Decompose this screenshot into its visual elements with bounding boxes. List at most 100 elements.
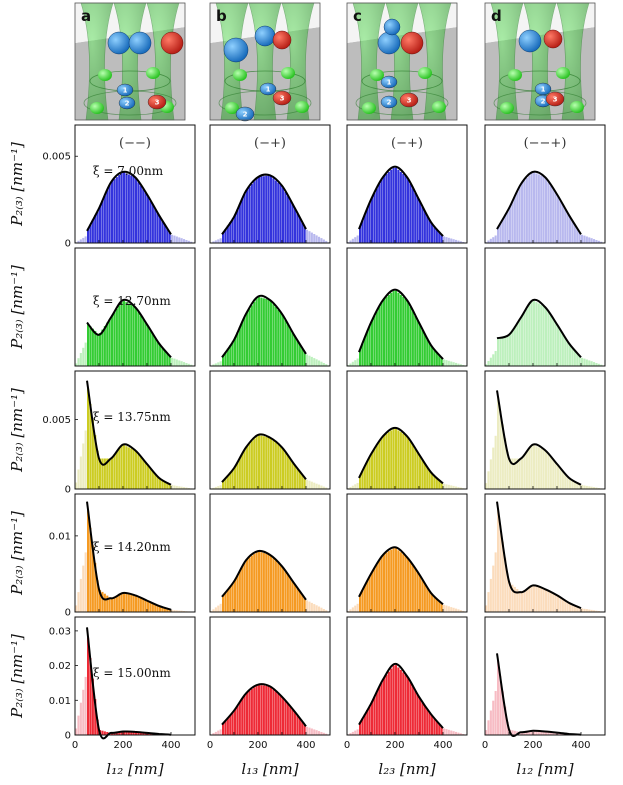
histogram-bar [277,444,280,489]
histogram-bar [156,605,159,612]
histogram-bar [445,484,448,489]
histogram-bar [298,217,301,243]
illustration-frame [484,2,596,121]
green-spot [432,101,446,113]
histogram-bar [219,729,222,735]
histogram-bar [462,610,465,612]
histogram-bar [402,433,405,489]
histogram-bar [190,364,193,366]
histogram-bar [578,232,581,243]
histogram-bar [397,550,400,612]
histogram-bar [431,473,434,489]
histogram-bar [501,424,504,489]
histogram-bar [255,298,258,366]
histogram-bar [552,459,555,489]
histogram-bar [421,206,424,243]
histogram-bar [132,449,135,489]
histogram-bar [373,568,376,612]
panel-row3-col1 [209,493,331,613]
histogram-bar [349,363,352,366]
histogram-bar [581,608,584,612]
histogram-bar [79,456,82,489]
numbered-bead-3 [545,91,565,107]
histogram-bar [294,336,297,366]
histogram-bar [351,485,354,489]
histogram-bar [137,182,140,243]
histogram-bar [499,525,502,612]
red-bead [543,29,563,49]
histogram-bar [385,173,388,243]
panel-letter: c [353,7,362,25]
histogram-bar [246,189,249,243]
column-sign-label: (−+) [254,136,286,151]
histogram-bar [509,333,512,366]
histogram-bar [175,610,178,612]
histogram-bar [428,712,431,735]
histogram-bar [99,205,102,243]
histogram-bar [485,483,488,489]
panel-frame [74,247,196,367]
histogram-bar [354,237,357,243]
histogram-bar [289,459,292,489]
panel-row4-col0: 0 200 400 0 0.01 0.02 0.03 [49,616,196,751]
histogram-bar [120,301,123,366]
histogram-bar [499,337,502,366]
histogram-bar [294,584,297,612]
histogram-bar [428,470,431,489]
histogram-bar [166,482,169,489]
histogram-bar [306,479,309,489]
histogram-bar [530,586,533,612]
histogram-bar [380,556,383,612]
histogram-bar [241,453,244,489]
histogram-bar [306,726,309,735]
histogram-bar [407,179,410,243]
panel-frame [209,370,331,490]
bead-number: 1 [541,86,546,94]
histogram-bar [130,304,133,366]
histogram-bar [368,705,371,735]
histogram-bar [554,594,557,612]
histogram-bar [270,556,273,612]
histogram-bar [513,458,516,489]
histogram-bar [310,728,313,735]
histogram-bar [521,732,524,735]
histogram-bar [272,558,275,612]
histogram-bar [308,355,311,366]
histogram-bar [94,699,97,735]
histogram-bar [438,723,441,735]
histogram-bar [573,224,576,243]
histogram-bar [270,687,273,735]
histogram-bar [593,610,596,612]
panel-row0-col0: 0 0.005 [42,124,196,250]
histogram-bar [525,731,528,735]
histogram-bar [127,731,130,735]
histogram-bar [351,607,354,612]
histogram-bar [322,239,325,243]
histogram-bar [390,549,393,612]
histogram-bar [459,364,462,366]
histogram-bar [135,451,138,489]
column-sign-label: (−−+) [524,136,567,151]
histogram-bar [315,359,318,366]
histogram-bar [554,322,557,366]
histogram-bar [137,454,140,489]
histogram-bar [447,237,450,243]
histogram-bar [450,485,453,489]
histogram-bar [82,237,85,243]
y-tick-label: 0.005 [42,415,71,426]
histogram-bar [113,179,116,243]
histogram-bar [383,554,386,612]
histogram-bar [298,591,301,612]
histogram-bar [250,305,253,366]
histogram-bar [516,322,519,366]
histogram-bar [576,606,579,612]
histogram-bar [318,236,321,243]
histogram-bar [443,604,446,612]
histogram-bar [450,238,453,243]
histogram-bar [583,485,586,489]
histogram-bar [294,712,297,735]
histogram-bar [356,358,359,366]
histogram-bar [103,593,106,612]
histogram-bar [217,362,220,366]
histogram-bar [455,239,458,243]
